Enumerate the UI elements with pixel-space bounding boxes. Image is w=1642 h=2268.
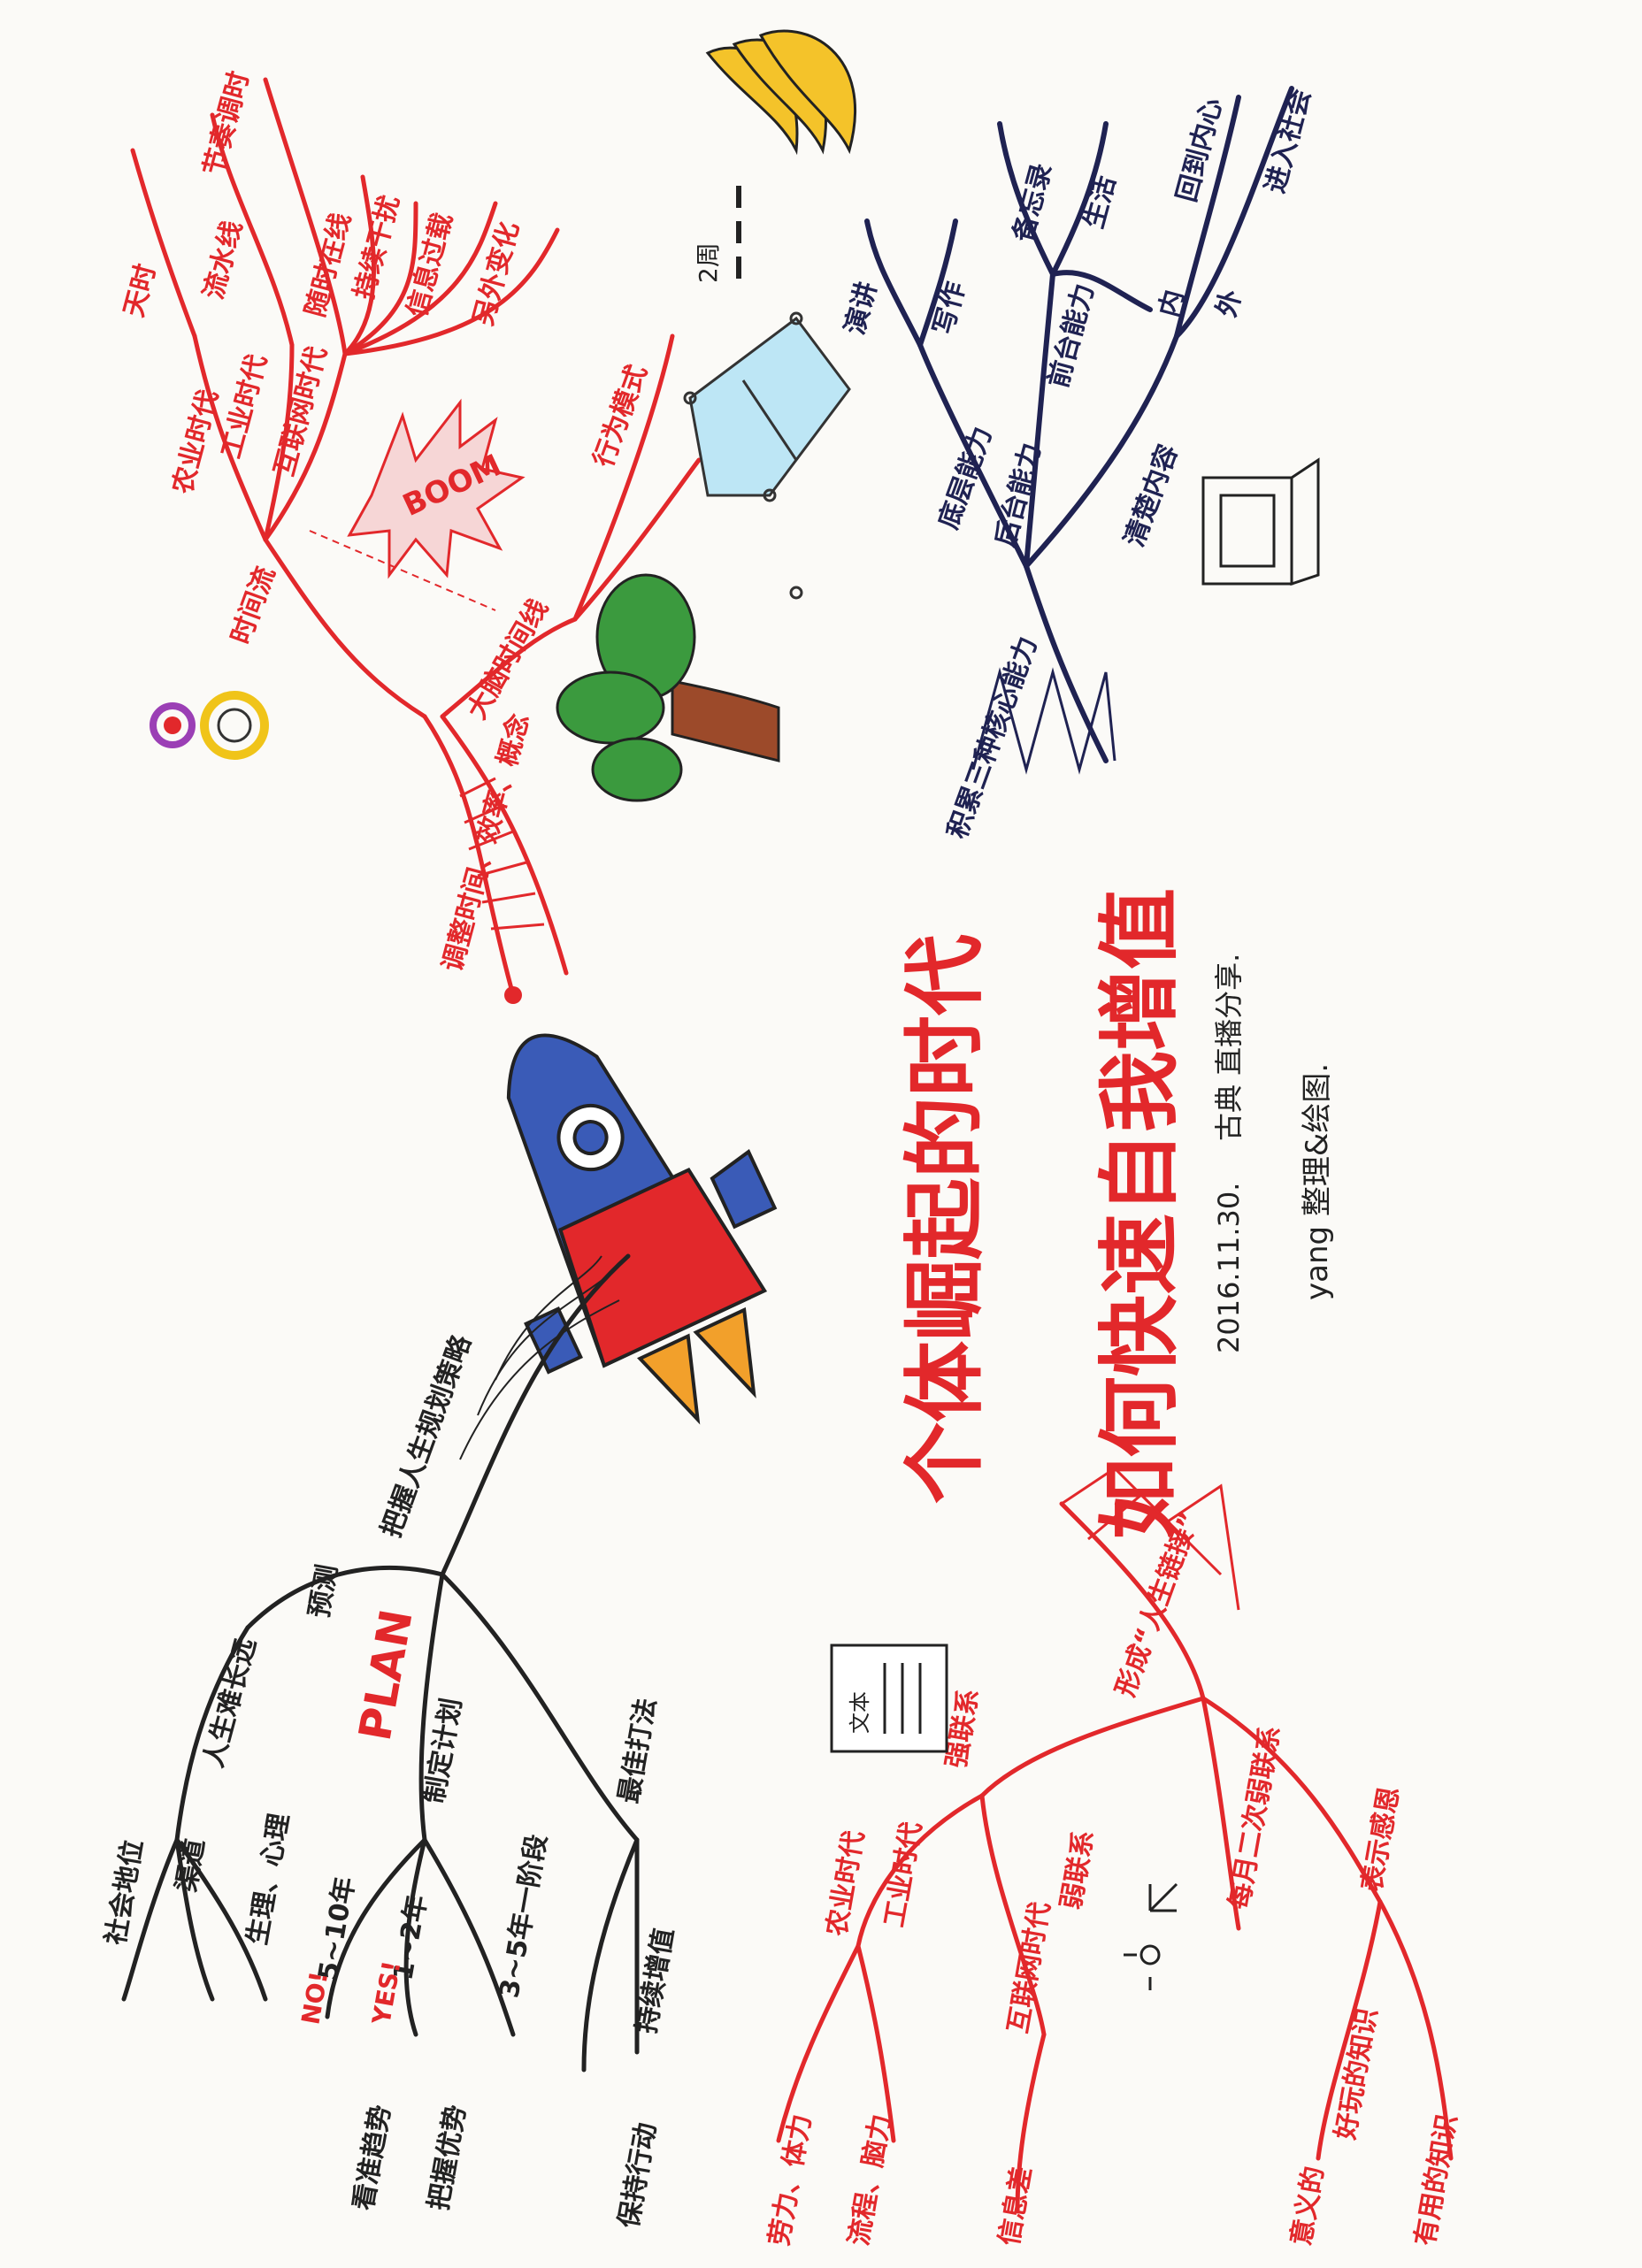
chain-trunk-lattice (1061, 1467, 1240, 1611)
ability-sense-sub-1: 生活 (1078, 172, 1122, 232)
branch-chain (776, 1501, 1454, 2214)
banana-icon (705, 29, 856, 156)
strong-leaf-1: 劳力、体力 (763, 2112, 817, 2249)
yes-label: YES! (366, 1958, 406, 2027)
chain-multi: 每月二次弱联系 (1224, 1724, 1286, 1912)
multi-item-2: 有用的知识 (1409, 2112, 1463, 2249)
plan-badge: PLAN (349, 1605, 423, 1744)
era-unit-2: 流水线 (198, 218, 249, 303)
document-label: 文本 (848, 1691, 872, 1734)
multi-leaf-1: 意义的 (1285, 2165, 1330, 2249)
ability-outer-child: 进入社会 (1260, 86, 1317, 196)
chain-labels: 形成“人生链接” 强联系 农业时代 工业时代 劳力、体力 流程、脑力 弱联系 互… (763, 1508, 1463, 2249)
rocket-icon (506, 1033, 778, 1425)
ability-zigzag (971, 667, 1116, 775)
date-line: 2016.11.30. (1212, 1183, 1246, 1353)
source-line: 古典 直播分享. (1212, 954, 1246, 1141)
strong-item-2: 工业时代 (879, 1820, 927, 1929)
time-trunk-ribbon (459, 777, 545, 931)
brain-label: 大脑时间线 (462, 594, 555, 724)
title-block: 个体崛起的时代 如何快速自我增值 2016.11.30. 古典 直播分享. ya… (898, 888, 1335, 1539)
brain-child: 行为模式 (587, 361, 653, 472)
internet-item-2: 持续干扰 (349, 192, 406, 303)
internet-item-1: 随时在线 (300, 210, 357, 320)
multi-item-1: 表示感恩 (1356, 1784, 1405, 1894)
bulb-icon (1124, 1882, 1178, 1990)
chain-weak: 弱联系 (1055, 1828, 1100, 1912)
ability-sense: 后台能力 (990, 440, 1047, 550)
document-icon: 文本 (830, 1644, 948, 1753)
era-unit-3: 节奏调时 (198, 68, 256, 179)
title-line-1: 个体崛起的时代 (898, 934, 993, 1504)
booom-icon: BOOM (347, 398, 526, 579)
timeflow-label: 时间流 (226, 563, 282, 648)
ability-sense-1: 备忘录 (1008, 160, 1058, 245)
no-item: 看准趋势 (348, 2103, 396, 2212)
plan-trunk: 把握人生规划策略 (376, 1330, 478, 1541)
ability-child-2: 写作 (928, 279, 971, 338)
time-branch-node (504, 986, 522, 1004)
era-industry: 工业时代 (216, 351, 273, 462)
era-unit-1: 天时 (119, 261, 162, 320)
laptop-icon (1201, 457, 1320, 586)
weak-leaf-1: 信息差 (994, 2165, 1038, 2249)
tent-icon (683, 311, 851, 600)
forecast-item-1: 社会地位 (100, 1837, 149, 1947)
ability-inner-child: 回到内心 (1171, 95, 1229, 205)
ability-internal: 底层能力 (933, 423, 999, 533)
internet-item-4: 另外变化 (468, 218, 526, 329)
ability-content: 清楚内容 (1119, 441, 1185, 551)
branch-plan (121, 1253, 640, 2073)
title-line-2: 如何快速自我增值 (1093, 888, 1187, 1539)
plan-waves (459, 1255, 620, 1460)
yes-item: 把握优势 (423, 2103, 472, 2212)
ability-labels: 积累三种核心能力 底层能力 演讲 写作 后台能力 备忘录 前台能力 生活 清楚内… (840, 86, 1317, 843)
best-item-2: 保持行动 (613, 2120, 662, 2230)
ability-outer: 外 (1211, 287, 1248, 320)
ability-trunk: 积累三种核心能力 (942, 632, 1044, 842)
strong-leaf-2: 流程、脑力 (843, 2112, 897, 2249)
era-internet: 互联网时代 (269, 343, 334, 479)
author-line: yang 整理&绘图. (1300, 1063, 1335, 1300)
forecast-item-3: 生理、心理 (242, 1812, 295, 1948)
ring-icon (150, 691, 269, 760)
ability-child-1: 演讲 (840, 279, 883, 338)
plan-forecast: 预测 (303, 1562, 343, 1620)
booom-arrow (309, 530, 496, 611)
era-agri: 农业时代 (167, 387, 225, 498)
ability-inner: 内 (1154, 287, 1191, 320)
palm-tree-icon (556, 573, 780, 802)
make-item-3: 3~5年一阶段 (494, 1832, 553, 2000)
weeks-label: 2周 (694, 242, 723, 283)
branch-time (130, 77, 702, 998)
plan-best: 最佳打法 (613, 1696, 662, 1805)
branch-ability (864, 86, 1294, 763)
